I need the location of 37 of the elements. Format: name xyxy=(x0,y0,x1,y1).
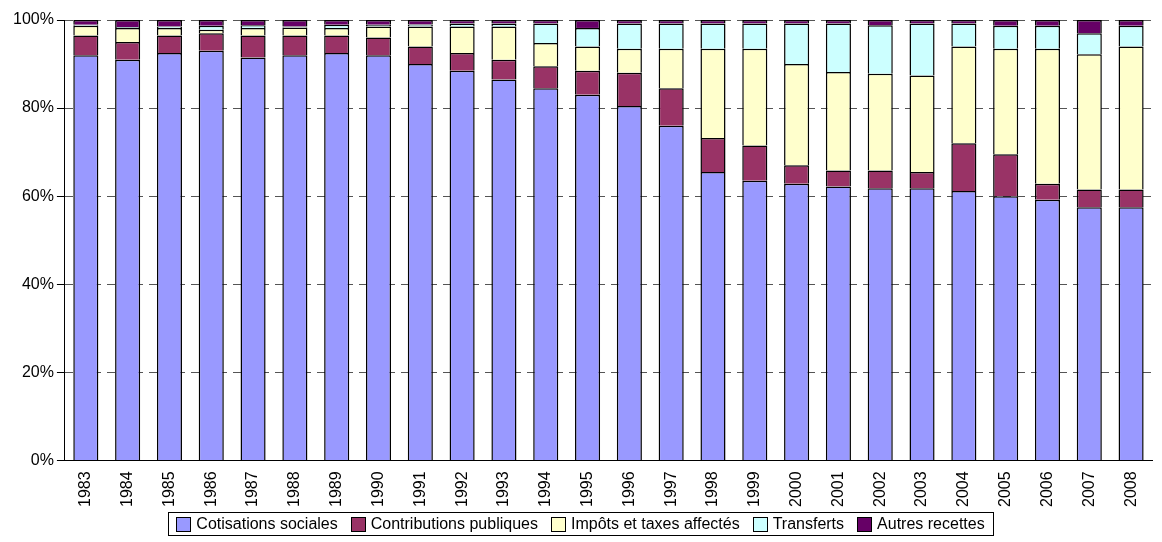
x-tick-label: 2002 xyxy=(870,471,888,507)
y-tick-label: 0% xyxy=(30,450,54,468)
x-tick-label: 1983 xyxy=(76,471,94,507)
x-tick-label: 2008 xyxy=(1121,471,1139,507)
x-tick-label: 1985 xyxy=(159,471,177,507)
x-tick-label: 1992 xyxy=(452,471,470,507)
x-tick-label: 1998 xyxy=(703,471,721,507)
x-tick-label: 2005 xyxy=(996,471,1014,507)
y-tick-label: 80% xyxy=(21,98,54,116)
x-tick-label: 2001 xyxy=(828,471,846,507)
x-tick-label: 1993 xyxy=(494,471,512,507)
x-tick-label: 2000 xyxy=(787,471,805,507)
x-tick-label: 1986 xyxy=(201,471,219,507)
legend-label: Contributions publiques xyxy=(370,515,538,533)
x-tick-label: 1987 xyxy=(243,471,261,507)
legend-label: Autres recettes xyxy=(877,515,985,533)
legend-label: Cotisations sociales xyxy=(196,515,338,533)
x-tick-label: 2003 xyxy=(912,471,930,507)
x-tick-label: 1997 xyxy=(661,471,679,507)
x-tick-label: 2007 xyxy=(1079,471,1097,507)
y-tick-label: 40% xyxy=(21,274,54,292)
x-tick-label: 1995 xyxy=(577,471,595,507)
x-tick-label: 1988 xyxy=(285,471,303,507)
x-tick-label: 2006 xyxy=(1037,471,1055,507)
y-tick-label: 100% xyxy=(13,10,54,28)
x-tick-label: 1996 xyxy=(619,471,637,507)
legend-label: Transferts xyxy=(772,515,845,533)
y-tick-label: 20% xyxy=(21,362,54,380)
x-tick-label: 1990 xyxy=(368,471,386,507)
legend-label: Impôts et taxes affectés xyxy=(570,515,740,533)
x-tick-label: 1994 xyxy=(536,471,554,507)
x-tick-label: 1984 xyxy=(118,471,136,507)
x-tick-label: 1991 xyxy=(410,471,428,507)
y-tick-label: 60% xyxy=(21,186,54,204)
x-tick-label: 1999 xyxy=(745,471,763,507)
x-tick-label: 2004 xyxy=(954,471,972,507)
x-tick-label: 1989 xyxy=(327,471,345,507)
